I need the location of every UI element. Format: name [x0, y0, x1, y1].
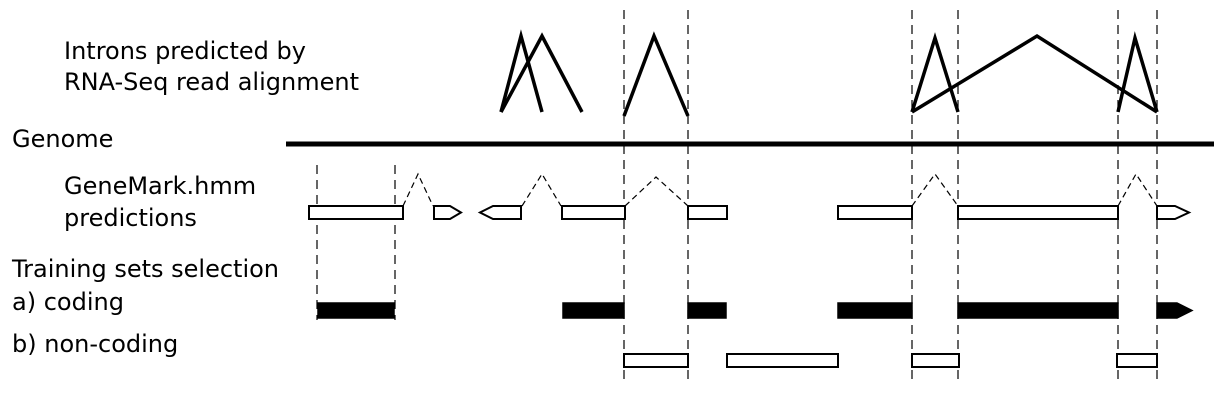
exon-box	[561, 205, 626, 220]
genome-label: Genome	[12, 125, 114, 153]
connector	[402, 172, 434, 207]
exon-box	[957, 205, 1119, 220]
genemark-exons	[308, 205, 1192, 220]
exon-arrow-right	[1156, 205, 1192, 220]
intron-peak	[499, 32, 584, 113]
noncoding-segment	[1116, 353, 1158, 368]
noncoding-segments	[623, 353, 1158, 368]
connector	[911, 172, 959, 207]
intron-peak	[1116, 31, 1159, 113]
genemark-label-line2: predictions	[64, 204, 197, 232]
rnaseq-introns	[499, 29, 1159, 117]
training-label: Training sets selection	[12, 255, 280, 283]
coding-segment	[837, 302, 913, 319]
noncoding-segment	[623, 353, 689, 368]
intron-peak	[499, 29, 544, 113]
coding-segment	[562, 302, 625, 319]
introns-label-line2: RNA-Seq read alignment	[64, 68, 359, 96]
connector	[624, 176, 689, 207]
intron-peak	[622, 31, 690, 117]
introns-label-line1: Introns predicted by	[64, 37, 306, 65]
exon-box	[687, 205, 728, 220]
exon-arrow-left	[477, 205, 522, 220]
coding-segment	[687, 302, 727, 319]
noncoding-segment	[911, 353, 960, 368]
coding-segment	[957, 302, 1119, 319]
coding-segment	[317, 302, 395, 319]
connector	[1117, 172, 1158, 207]
noncoding-segment	[726, 353, 839, 368]
exon-box	[837, 205, 913, 220]
noncoding-label: b) non-coding	[12, 330, 179, 358]
coding-segments	[317, 302, 1194, 319]
exon-arrow-right	[433, 205, 463, 220]
genemark-label-line1: GeneMark.hmm	[64, 172, 257, 200]
connector	[521, 172, 562, 207]
coding-arrow	[1156, 302, 1194, 319]
guide-lines	[316, 10, 1158, 380]
intron-peak	[910, 32, 960, 113]
intron-peak	[911, 33, 1158, 114]
genemark-connectors	[402, 172, 1158, 207]
exon-box	[308, 205, 404, 220]
coding-label: a) coding	[12, 288, 124, 316]
